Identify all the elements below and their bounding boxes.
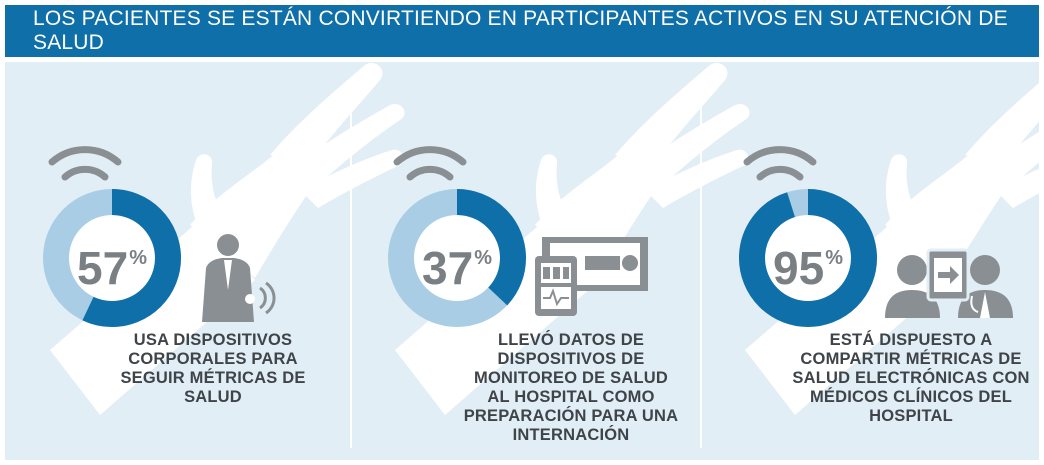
divider-2 [700, 88, 702, 448]
page-title: LOS PACIENTES SE ESTÁN CONVIRTIENDO EN P… [33, 7, 1008, 54]
stat-description-1: USA DISPOSITIVOS CORPORALES PARA SEGUIR … [120, 331, 306, 406]
signal-icon-1 [48, 146, 122, 181]
person-wearable-icon [202, 234, 276, 322]
stat-value-1: 57% [77, 242, 147, 294]
signal-icon-3 [743, 146, 817, 181]
divider-1 [350, 88, 352, 448]
donut-value-arc-3 [739, 189, 877, 327]
patient-doctor-share-icon [885, 248, 1013, 318]
stat-description-3: ESTÁ DISPUESTO A COMPARTIR MÉTRICAS DE S… [792, 331, 1030, 425]
donut-value-arc-1 [43, 189, 181, 327]
header-banner: LOS PACIENTES SE ESTÁN CONVIRTIENDO EN P… [5, 5, 1039, 57]
stat-value-2: 37% [422, 242, 492, 294]
stat-value-3: 95% [773, 242, 843, 294]
stat-description-2: LLEVÓ DATOS DE DISPOSITIVOS DE MONITOREO… [463, 331, 679, 444]
donut-value-arc-2 [388, 189, 526, 327]
signal-icon-2 [393, 146, 467, 181]
device-hospital-bed-icon [535, 237, 648, 316]
